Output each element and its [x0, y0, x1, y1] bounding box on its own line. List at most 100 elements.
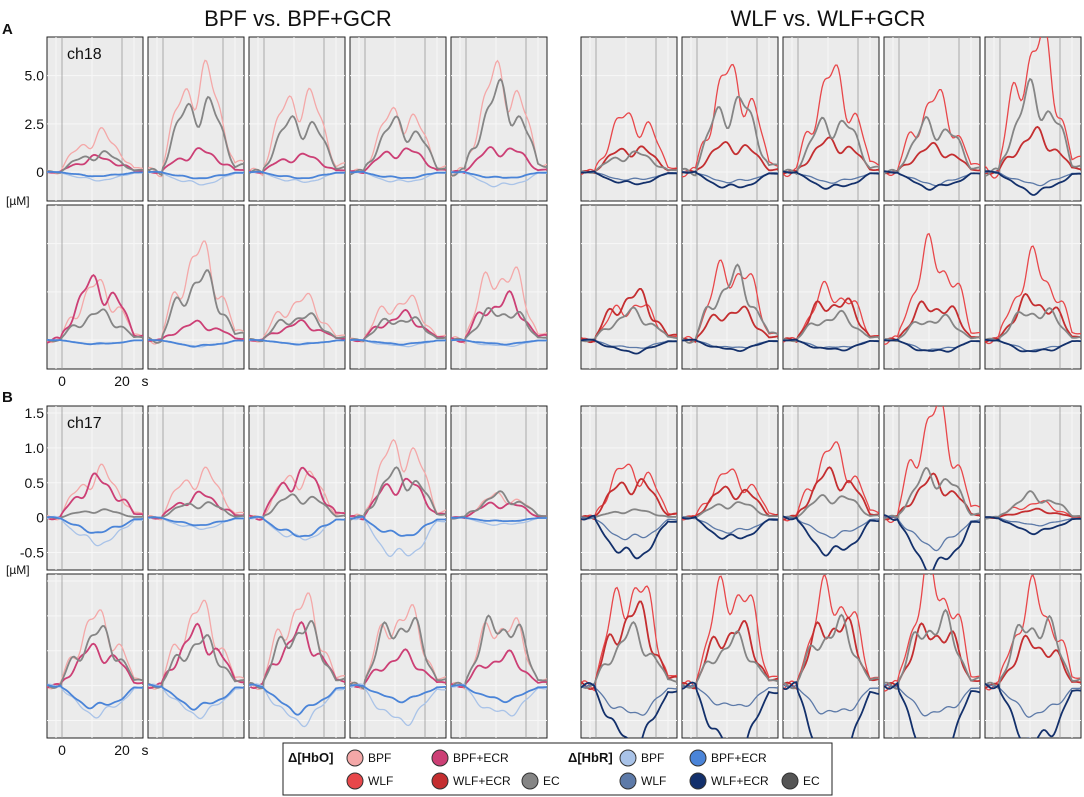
legend-label: BPF+ECR	[453, 751, 509, 765]
series-line	[148, 269, 244, 344]
subplot-a	[349, 204, 447, 370]
series-line	[249, 493, 345, 520]
series-group	[148, 59, 244, 186]
series-line	[884, 406, 980, 524]
subplot-a	[580, 204, 678, 370]
subplot-a	[450, 36, 548, 202]
series-line	[884, 514, 980, 570]
series-line	[884, 313, 980, 342]
subplot-background	[883, 405, 981, 571]
subplot-a	[883, 36, 981, 202]
series-line	[884, 683, 980, 717]
series-line	[985, 245, 1081, 345]
series-line	[47, 515, 143, 547]
series-line	[581, 170, 677, 186]
subplot-background	[681, 573, 779, 739]
series-line	[451, 306, 547, 342]
series-line	[783, 494, 879, 520]
subplot-b	[580, 405, 678, 571]
legend-swatch	[689, 749, 707, 767]
y-tick-label: 0	[36, 164, 44, 180]
series-line	[985, 516, 1081, 536]
series-line	[350, 683, 446, 727]
series-line	[783, 309, 879, 343]
series-line	[451, 170, 547, 179]
subplot-a	[46, 36, 144, 202]
series-line	[47, 150, 143, 174]
x-tick-label: 0	[58, 373, 66, 389]
series-line	[682, 575, 778, 691]
series-group	[148, 466, 244, 530]
series-line	[581, 508, 677, 519]
series-line	[783, 516, 879, 539]
series-line	[249, 292, 345, 343]
series-line	[783, 64, 879, 178]
y-tick-label: 0.5	[25, 475, 45, 491]
series-line	[451, 266, 547, 345]
subplot-a	[147, 36, 245, 202]
series-line	[47, 516, 143, 534]
series-line	[783, 441, 879, 522]
series-line	[783, 170, 879, 190]
subplot-background	[450, 405, 548, 571]
series-line	[985, 614, 1081, 690]
series-line	[148, 622, 244, 689]
legend-swatch	[431, 749, 449, 767]
series-line	[985, 683, 1081, 718]
subplot-a	[681, 36, 779, 202]
subplot-background	[681, 204, 779, 370]
subplot-background	[883, 573, 981, 739]
series-line	[682, 468, 778, 521]
legend-label: EC	[543, 774, 560, 788]
series-group	[350, 294, 446, 348]
subplot-b	[147, 405, 245, 571]
series-line	[249, 466, 345, 521]
subplot-b	[248, 573, 346, 739]
subplot-b	[681, 573, 779, 739]
series-line	[249, 683, 345, 716]
subplot-a	[46, 204, 144, 370]
series-group	[682, 468, 778, 540]
series-line	[985, 125, 1081, 175]
series-line	[249, 515, 345, 538]
subplot-a	[782, 36, 880, 202]
legend-box	[282, 742, 833, 796]
series-line	[249, 339, 345, 346]
series-line	[451, 684, 547, 704]
series-line	[783, 613, 879, 690]
series-line	[783, 466, 879, 521]
series-line	[985, 170, 1081, 187]
series-line	[350, 170, 446, 179]
subplot-background	[580, 405, 678, 571]
series-line	[249, 620, 345, 690]
subplot-b	[883, 573, 981, 739]
series-group	[350, 106, 446, 183]
series-group	[783, 280, 879, 352]
series-group	[682, 575, 778, 738]
legend-swatch	[346, 772, 364, 790]
subplot-background	[450, 573, 548, 739]
series-line	[581, 621, 677, 690]
series-group	[350, 604, 446, 727]
legend-label: BPF	[641, 751, 664, 765]
subplot-background	[580, 573, 678, 739]
series-line	[451, 146, 547, 174]
subplot-b	[46, 573, 144, 739]
subplot-b	[883, 405, 981, 571]
series-line	[783, 338, 879, 352]
series-group	[783, 64, 879, 190]
subplot-b	[450, 573, 548, 739]
channel-label: ch18	[67, 46, 102, 63]
series-group	[249, 592, 345, 728]
series-line	[249, 470, 345, 521]
subplot-background	[782, 204, 880, 370]
series-line	[350, 466, 446, 521]
series-group	[249, 466, 345, 541]
series-line	[682, 683, 778, 707]
panel-grid	[46, 36, 1082, 739]
series-line	[148, 147, 244, 174]
subplot-b	[248, 405, 346, 571]
legend-label: EC	[803, 774, 820, 788]
subplot-b	[147, 573, 245, 739]
series-line	[884, 115, 980, 175]
